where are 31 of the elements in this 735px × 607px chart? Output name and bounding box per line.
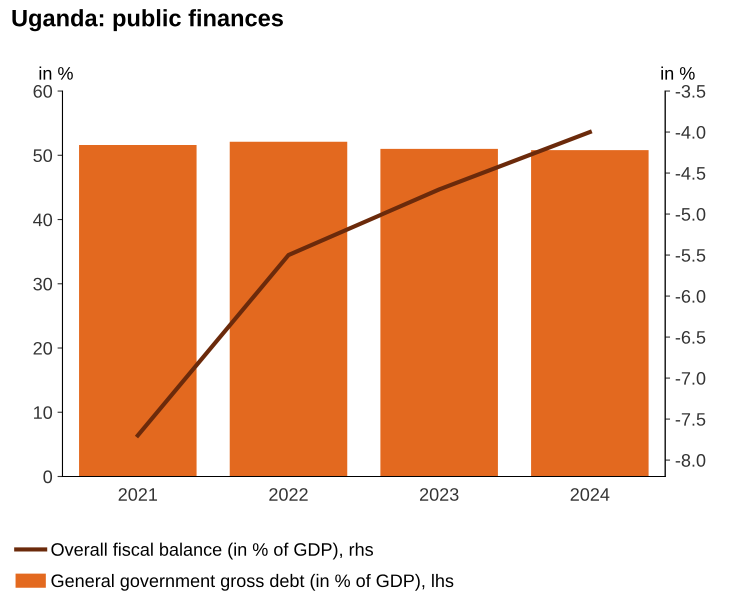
bar bbox=[230, 142, 348, 476]
bar bbox=[79, 145, 197, 476]
legend-label: General government gross debt (in % of GDP), lhs bbox=[51, 574, 454, 591]
y2-tick-label: -7.5 bbox=[676, 413, 706, 426]
y-tick-label: 30 bbox=[33, 278, 52, 290]
x-tick-label: 2024 bbox=[570, 488, 610, 501]
y2-tick-label: -8.0 bbox=[676, 454, 706, 467]
line-series bbox=[136, 130, 592, 438]
y2-tick-label: -5.5 bbox=[676, 249, 706, 262]
y-axis-title: in % bbox=[40, 66, 73, 80]
y2-tick-label: -4.0 bbox=[676, 126, 706, 139]
y2-tick-label: -4.5 bbox=[676, 167, 706, 180]
y-tick-label: 50 bbox=[33, 149, 52, 162]
y-tick-label: 10 bbox=[34, 406, 52, 419]
y2-axis-title: in % bbox=[661, 66, 695, 80]
y2-tick-label: -6.0 bbox=[676, 290, 706, 303]
x-tick-label: 2023 bbox=[420, 488, 458, 501]
y2-tick-label: -6.5 bbox=[676, 331, 706, 344]
y-tick-label: 40 bbox=[33, 213, 52, 226]
y-tick-label: 60 bbox=[34, 84, 52, 98]
y2-tick-label: -5.0 bbox=[676, 208, 706, 221]
chart-title: Uganda: public finances bbox=[12, 9, 283, 32]
bar bbox=[531, 150, 649, 476]
legend-label: Overall fiscal balance (in % of GDP), rhs bbox=[51, 542, 374, 560]
y-tick-label: 0 bbox=[43, 470, 52, 484]
bar bbox=[380, 148, 498, 476]
y2-tick-label: -7.0 bbox=[676, 372, 706, 385]
y-tick-label: 20 bbox=[34, 342, 52, 355]
x-tick-label: 2021 bbox=[118, 488, 158, 501]
x-tick-label: 2022 bbox=[269, 488, 308, 501]
y2-tick-label: -3.5 bbox=[676, 84, 706, 98]
